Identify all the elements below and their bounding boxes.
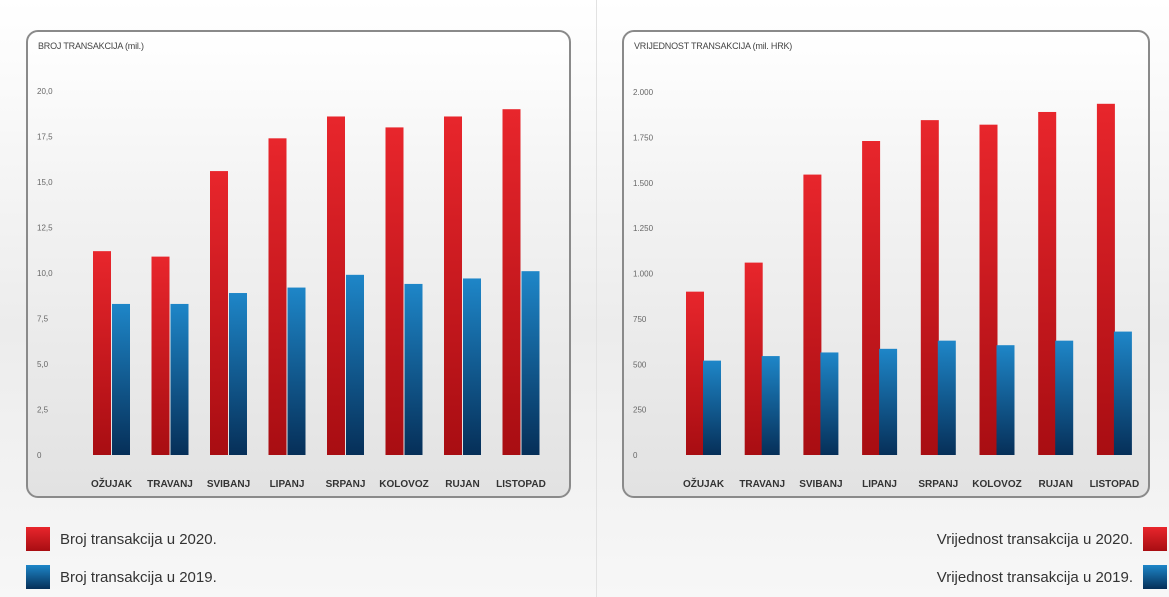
- bar-2019: [521, 271, 540, 455]
- bar-2020: [803, 174, 822, 455]
- legend-swatch-blue: [26, 565, 50, 589]
- bar-2019: [937, 340, 956, 455]
- bar-2020: [151, 256, 170, 455]
- bar-2020: [93, 251, 111, 455]
- bar-2019: [761, 356, 780, 455]
- bar-2019: [170, 303, 189, 455]
- bar-2020: [744, 262, 763, 455]
- y-tick-label: 17,5: [37, 133, 53, 142]
- chart-title-value-text: VRIJEDNOST TRANSAKCIJA: [634, 41, 751, 51]
- bar-2019: [996, 345, 1015, 455]
- bar-2020: [385, 127, 404, 456]
- bar-2020: [444, 116, 462, 455]
- y-tick-label: 0: [37, 451, 42, 460]
- bar-2020: [210, 171, 228, 455]
- x-category-label: LIPANJ: [270, 479, 305, 490]
- y-tick-label: 0: [633, 451, 638, 460]
- chart-panel-value: VRIJEDNOST TRANSAKCIJA (mil. HRK) 0 250 50…: [622, 30, 1150, 498]
- center-divider: [596, 0, 597, 597]
- y-tick-label: 1.500: [633, 179, 654, 188]
- x-category-label: TRAVANJ: [739, 479, 785, 490]
- bar-2020: [979, 124, 998, 456]
- chart-title-value-unit: (mil. HRK): [752, 41, 793, 51]
- y-tick-label: 2,5: [37, 406, 49, 415]
- y-tick-label: 15,0: [37, 178, 53, 187]
- x-category-label: KOLOVOZ: [972, 479, 1021, 490]
- y-tick-label: 2.000: [633, 88, 654, 97]
- x-category-label: OŽUJAK: [91, 477, 133, 490]
- y-tick-label: 7,5: [37, 315, 49, 324]
- chart-count-svg: 0 2,5 5,0 7,5 10,0 12,5 15,0 17,5 20,0 OŽUJAK TRAV…: [37, 87, 546, 490]
- bar-2020: [327, 116, 345, 455]
- legend-swatch-blue: [1143, 565, 1167, 589]
- legend-item-value-2020: Vrijednost transakcija u 2020.: [937, 527, 1167, 551]
- bar-2019: [1055, 340, 1074, 455]
- chart-title-count-text: BROJ TRANSAKCIJA: [38, 41, 123, 51]
- legend-swatch-red: [26, 527, 50, 551]
- legend-item-count-2019: Broj transakcija u 2019.: [26, 565, 217, 589]
- y-tick-label: 500: [633, 360, 647, 369]
- chart-panel-count: BROJ TRANSAKCIJA (mil.) 0 2,5 5,0 7,5 10,0 12…: [26, 30, 571, 498]
- x-category-label: RUJAN: [445, 479, 479, 490]
- bar-2019: [404, 283, 423, 455]
- legend-label-count-2019: Broj transakcija u 2019.: [60, 568, 217, 586]
- x-category-label: SVIBANJ: [207, 479, 250, 490]
- bar-2019: [229, 293, 247, 455]
- x-category-label: OŽUJAK: [683, 477, 725, 490]
- bar-2020: [686, 291, 704, 455]
- bar-2019: [703, 360, 721, 455]
- bar-2020: [920, 120, 939, 455]
- legend-item-count-2020: Broj transakcija u 2020.: [26, 527, 217, 551]
- x-category-label: SVIBANJ: [799, 479, 842, 490]
- y-tick-label: 250: [633, 406, 647, 415]
- legend-label-value-2019: Vrijednost transakcija u 2019.: [936, 568, 1133, 586]
- bar-2020: [502, 109, 521, 455]
- legend-label-value-2020: Vrijednost transakcija u 2020.: [936, 530, 1133, 548]
- chart-title-count-unit: (mil.): [124, 41, 144, 51]
- chart-title-value: VRIJEDNOST TRANSAKCIJA (mil. HRK): [634, 41, 792, 51]
- bar-2020: [862, 141, 881, 455]
- bar-2019: [287, 287, 306, 455]
- x-category-label: TRAVANJ: [147, 479, 193, 490]
- y-tick-label: 20,0: [37, 87, 53, 96]
- bar-2019: [879, 348, 898, 455]
- y-tick-label: 1.250: [633, 224, 654, 233]
- y-tick-label: 750: [633, 315, 647, 324]
- y-tick-label: 12,5: [37, 224, 53, 233]
- bar-2020: [1096, 103, 1115, 456]
- x-category-label: LISTOPAD: [496, 479, 546, 490]
- y-tick-label: 5,0: [37, 360, 49, 369]
- x-category-label: LISTOPAD: [1090, 479, 1140, 490]
- chart-value-svg: 0 250 500 750 1.000 1.250 1.500 1.750 2.000 OŽUJA…: [633, 88, 1140, 490]
- chart-title-count: BROJ TRANSAKCIJA (mil.): [38, 41, 144, 51]
- x-category-label: SRPANJ: [326, 479, 366, 490]
- bar-2019: [112, 303, 130, 455]
- bar-2019: [1113, 331, 1132, 455]
- legend-item-value-2019: Vrijednost transakcija u 2019.: [937, 565, 1167, 589]
- bar-2019: [463, 278, 481, 455]
- bar-2020: [268, 138, 287, 455]
- legend-swatch-red: [1143, 527, 1167, 551]
- x-category-label: RUJAN: [1038, 479, 1072, 490]
- x-category-label: LIPANJ: [862, 479, 897, 490]
- bar-2020: [1038, 111, 1057, 455]
- y-tick-label: 1.000: [633, 270, 654, 279]
- legend-label-count-2020: Broj transakcija u 2020.: [60, 530, 217, 548]
- x-category-label: SRPANJ: [918, 479, 958, 490]
- y-tick-label: 10,0: [37, 269, 53, 278]
- bar-2019: [346, 274, 364, 455]
- x-category-label: KOLOVOZ: [379, 479, 428, 490]
- y-tick-label: 1.750: [633, 133, 654, 142]
- bar-2019: [820, 352, 839, 455]
